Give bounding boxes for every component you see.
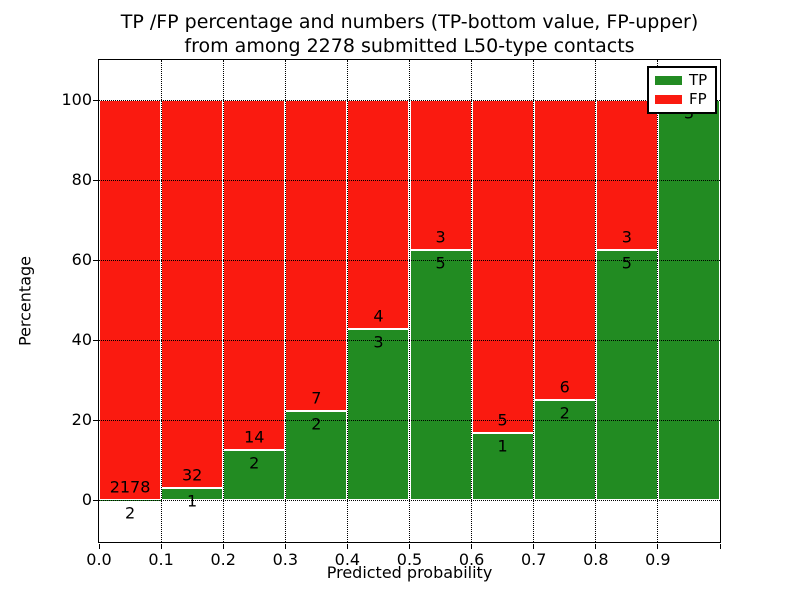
bar-label-fp: 7: [311, 388, 322, 408]
x-tick-label: 0.1: [148, 550, 174, 569]
y-tick-label: 100: [61, 90, 92, 109]
x-tick-label: 0.7: [520, 550, 547, 569]
bar-segment-tp: [161, 487, 224, 500]
legend-label-fp: FP: [689, 90, 707, 108]
y-axis-label: Percentage: [15, 255, 35, 347]
x-gridline: [533, 60, 535, 542]
tp-swatch-icon: [655, 76, 682, 85]
bar-label-tp: 2: [311, 414, 322, 434]
bar-segment-fp: [533, 100, 596, 400]
y-tick: [93, 179, 99, 181]
y-tick: [93, 99, 99, 101]
bar-segment-tp: [285, 411, 348, 500]
bar-label-tp: 1: [497, 436, 508, 456]
y-tick: [93, 419, 99, 421]
x-axis-label: Predicted probability: [326, 563, 493, 582]
bar-label-fp: 3: [621, 227, 632, 247]
legend: TP FP: [647, 66, 717, 114]
x-gridline: [595, 60, 597, 542]
x-gridline: [284, 60, 286, 542]
x-tick: [657, 544, 659, 549]
x-tick-label: 0.4: [334, 550, 361, 569]
fp-swatch-icon: [655, 95, 682, 104]
bar-label-fp: 6: [559, 377, 570, 397]
y-tick-label: 60: [71, 250, 92, 269]
bar-label-tp: 5: [435, 253, 446, 273]
y-tick-label: 40: [71, 330, 92, 349]
x-tick: [533, 544, 535, 549]
x-gridline: [657, 60, 659, 542]
bar-segment-fp: [161, 100, 224, 488]
x-tick: [595, 544, 597, 549]
x-tick-label: 0.8: [583, 550, 609, 569]
bar-segment-tp: [595, 250, 658, 500]
bar-label-fp: 4: [373, 306, 384, 326]
bar-segment-fp: [471, 100, 534, 434]
x-gridline: [346, 60, 348, 542]
x-tick-label: 0.5: [396, 550, 423, 569]
bar-segment-fp: [99, 100, 162, 500]
bar-label-fp: 2178: [109, 477, 151, 497]
bar-label-tp: 2: [124, 503, 136, 523]
x-tick-label: 0.6: [458, 550, 485, 569]
x-tick: [471, 544, 473, 549]
x-tick: [98, 544, 100, 549]
bar-segment-tp: [471, 433, 534, 500]
x-tick: [284, 544, 286, 549]
bar-segment-tp: [347, 328, 410, 500]
x-gridline: [222, 60, 224, 542]
chart-title-line1: TP /FP percentage and numbers (TP-bottom…: [120, 11, 699, 33]
bar-segment-tp: [223, 450, 286, 500]
bar-segment-tp: [409, 250, 472, 500]
bar-segment-fp: [285, 100, 348, 412]
bar-segment-fp: [223, 100, 286, 450]
bar-label-fp: 3: [435, 227, 446, 247]
bar-segment-fp: [595, 100, 658, 250]
x-tick-label: 0.2: [210, 550, 236, 569]
legend-label-tp: TP: [689, 71, 708, 89]
x-tick: [346, 544, 348, 549]
x-tick: [160, 544, 162, 549]
bar-segment-fp: [409, 100, 472, 250]
legend-entry-fp: FP: [655, 92, 709, 107]
legend-entry-tp: TP: [655, 73, 709, 88]
x-tick-label: 0.9: [645, 550, 671, 569]
x-gridline: [160, 60, 162, 542]
x-tick: [719, 544, 721, 549]
plot-area: 217823211427243355162353: [98, 59, 721, 543]
x-tick: [409, 544, 410, 549]
y-tick-label: 0: [81, 490, 92, 509]
y-tick: [93, 339, 99, 341]
bar-label-tp: 3: [373, 332, 384, 352]
bar-segment-fp: [347, 100, 410, 329]
x-tick-label: 0.0: [86, 550, 112, 569]
bar-label-fp: 14: [244, 427, 265, 447]
bar-label-tp: 2: [559, 403, 570, 423]
y-tick: [93, 259, 99, 261]
bar-label-tp: 2: [249, 453, 260, 473]
chart-title: TP /FP percentage and numbers (TP-bottom…: [99, 10, 720, 58]
bar-label-fp: 32: [181, 465, 203, 485]
y-tick-label: 20: [71, 410, 92, 429]
bar-label-tp: 1: [187, 491, 198, 511]
bar-label-tp: 5: [621, 253, 632, 273]
y-tick: [93, 499, 99, 501]
x-gridline: [409, 60, 410, 542]
x-tick-label: 0.3: [272, 550, 299, 569]
bar-segment-tp: [657, 100, 720, 500]
chart-title-line2: from among 2278 submitted L50-type conta…: [184, 35, 635, 57]
x-gridline: [471, 60, 473, 542]
bar-label-fp: 5: [497, 410, 508, 430]
x-tick: [222, 544, 224, 549]
y-tick-label: 80: [71, 170, 92, 189]
